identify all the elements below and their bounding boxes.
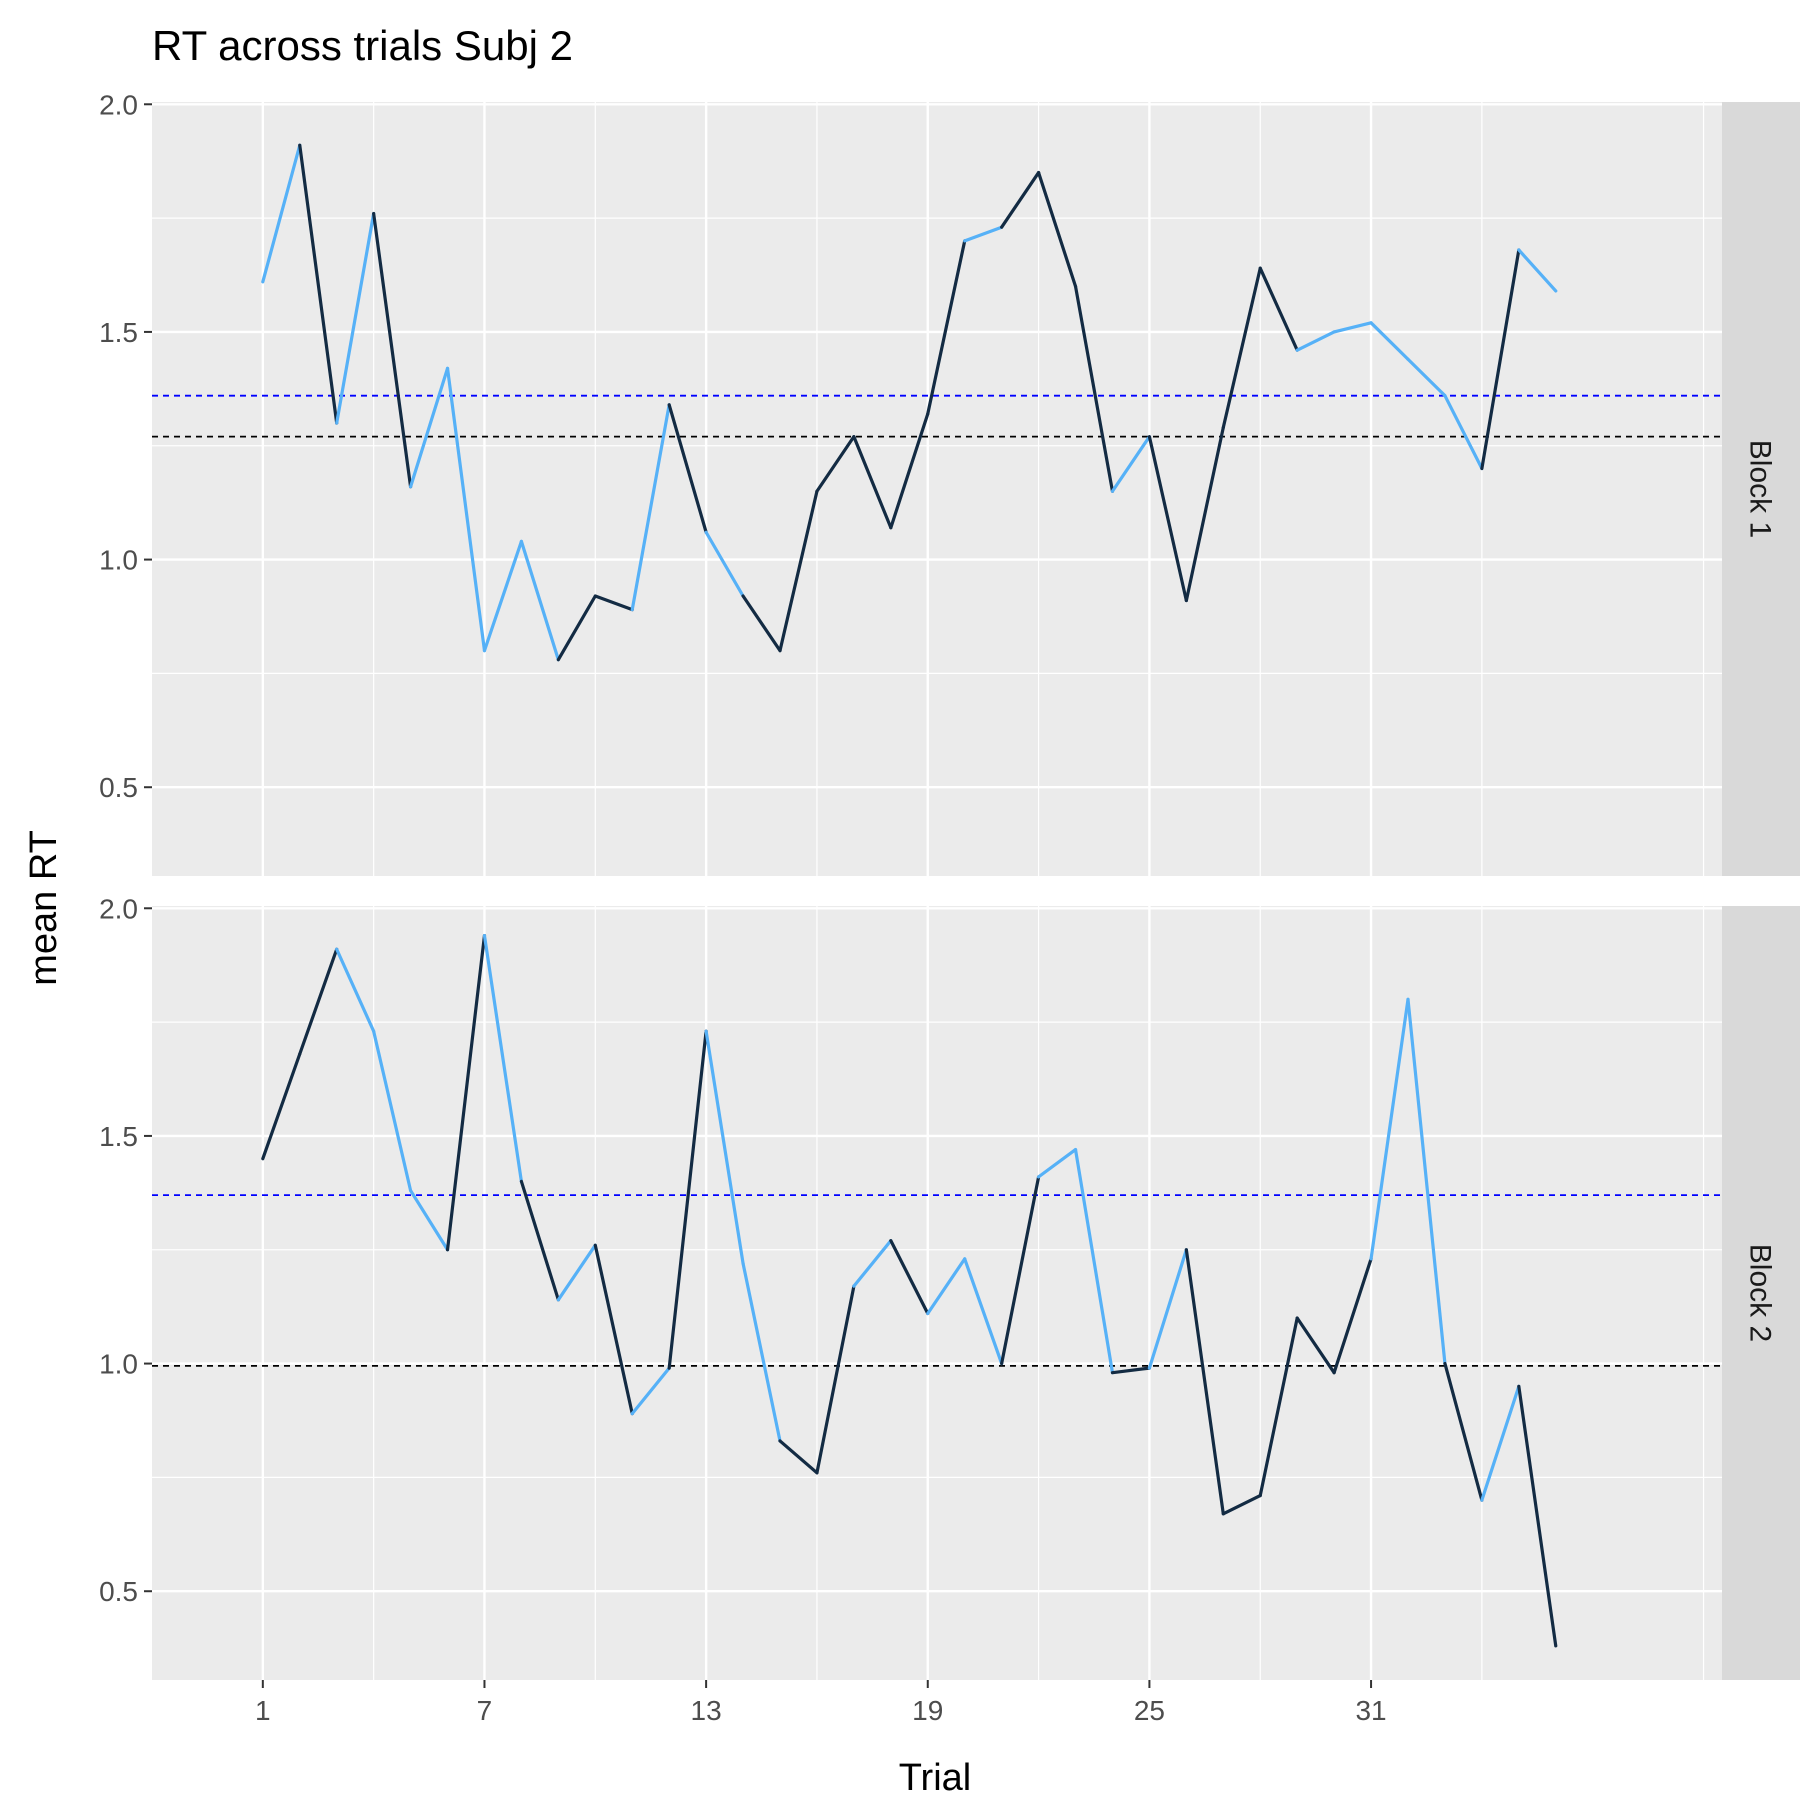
- facet-strip-label: Block 1: [1744, 440, 1777, 538]
- x-tick-label: 1: [255, 1695, 271, 1726]
- series-segment: [741, 1261, 782, 1443]
- series-segment: [1443, 394, 1484, 471]
- series-segment: [741, 594, 782, 653]
- series-segment: [298, 143, 339, 425]
- series-segment: [482, 539, 524, 653]
- series-segment: [667, 403, 708, 534]
- series-segment: [630, 1366, 671, 1416]
- series-segment: [1517, 1384, 1558, 1648]
- series-segment: [372, 211, 413, 489]
- facet-strip: [1722, 102, 1800, 876]
- series-segment: [778, 1439, 819, 1475]
- y-tick-label: 0.5: [99, 772, 138, 803]
- series-segment: [298, 947, 339, 1056]
- series-segment: [1332, 321, 1373, 334]
- series-segment: [1184, 425, 1225, 603]
- series-segment: [1443, 1361, 1484, 1502]
- series-segment: [926, 1257, 967, 1316]
- x-tick-label: 13: [691, 1695, 722, 1726]
- series-segment: [1480, 1384, 1521, 1502]
- series-segment: [408, 1188, 450, 1252]
- series-segment: [593, 1243, 634, 1416]
- series-segment: [445, 933, 487, 1252]
- series-segment: [1036, 1147, 1078, 1179]
- x-axis: 1 7 13 19 25 31: [255, 1680, 1387, 1726]
- panel-background: [152, 102, 1722, 876]
- series-segment: [593, 594, 634, 612]
- series-segment: [852, 1239, 893, 1288]
- facet-panels: 0.5 1.0 1.5 2.0 Block 1 0.5 1.0 1.5 2.0 Block 2: [99, 89, 1800, 1680]
- series-segment: [852, 435, 893, 530]
- series-segment: [1147, 1248, 1188, 1370]
- series-segment: [482, 933, 524, 1184]
- series-segment: [1258, 1316, 1299, 1498]
- series-segment: [1332, 1257, 1373, 1375]
- series-segment: [1000, 1175, 1041, 1366]
- series-segment: [667, 1029, 708, 1370]
- series-segment: [963, 1257, 1004, 1366]
- series-segment: [1184, 1248, 1225, 1516]
- y-tick-label: 0.5: [99, 1576, 138, 1607]
- series-segment: [1221, 266, 1262, 430]
- series-segment: [261, 143, 302, 284]
- y-tick-label: 1.0: [99, 1349, 138, 1380]
- series-segment: [1517, 248, 1558, 293]
- series-segment: [1000, 170, 1041, 229]
- x-axis-title: Trial: [899, 1757, 971, 1799]
- y-tick-label: 2.0: [99, 89, 138, 120]
- series-segment: [815, 1284, 856, 1475]
- x-tick-label: 7: [477, 1695, 493, 1726]
- x-tick-label: 25: [1134, 1695, 1165, 1726]
- x-tick-label: 31: [1355, 1695, 1386, 1726]
- series-segment: [556, 1243, 597, 1302]
- series-segment: [1369, 321, 1410, 361]
- series-segment: [1110, 435, 1152, 493]
- series-segment: [926, 239, 967, 416]
- y-tick-label: 2.0: [99, 893, 138, 924]
- series-segment: [1221, 1494, 1262, 1516]
- y-tick-label: 1.5: [99, 1121, 138, 1152]
- series-segment: [1295, 330, 1336, 352]
- series-segment: [815, 435, 856, 493]
- chart-title: RT across trials Subj 2: [152, 22, 573, 69]
- series-segment: [1110, 1366, 1152, 1375]
- series-segment: [372, 1029, 413, 1193]
- series-segment: [1036, 170, 1078, 288]
- facet-strip: [1722, 906, 1800, 1680]
- x-tick-label: 19: [912, 1695, 943, 1726]
- facet-panel-2: 0.5 1.0 1.5 2.0 Block 2: [99, 893, 1800, 1680]
- series-segment: [1147, 435, 1188, 603]
- series-segment: [630, 403, 671, 612]
- series-segment: [778, 489, 819, 653]
- facet-panel-1: 0.5 1.0 1.5 2.0 Block 1: [99, 89, 1800, 876]
- y-tick-label: 1.0: [99, 545, 138, 576]
- series-segment: [1073, 1147, 1115, 1375]
- series-segment: [445, 366, 487, 653]
- series-segment: [1295, 1316, 1336, 1375]
- series-segment: [963, 225, 1004, 243]
- series-segment: [704, 530, 745, 598]
- series-segment: [519, 539, 560, 662]
- series-segment: [408, 366, 450, 489]
- series-segment: [889, 412, 930, 530]
- panel-background: [152, 906, 1722, 1680]
- series-segment: [889, 1239, 930, 1316]
- series-segment: [1369, 997, 1410, 1261]
- facet-strip-label: Block 2: [1744, 1244, 1777, 1342]
- y-axis-title: mean RT: [23, 830, 65, 986]
- series-segment: [556, 594, 597, 662]
- series-segment: [519, 1179, 560, 1302]
- series-segment: [1073, 284, 1115, 493]
- y-tick-label: 1.5: [99, 317, 138, 348]
- series-segment: [261, 1052, 302, 1161]
- series-segment: [1258, 266, 1299, 352]
- series-segment: [335, 211, 376, 425]
- series-segment: [704, 1029, 745, 1266]
- series-segment: [1480, 248, 1521, 471]
- series-segment: [1406, 357, 1447, 398]
- series-segment: [1406, 997, 1447, 1366]
- series-segment: [335, 947, 376, 1033]
